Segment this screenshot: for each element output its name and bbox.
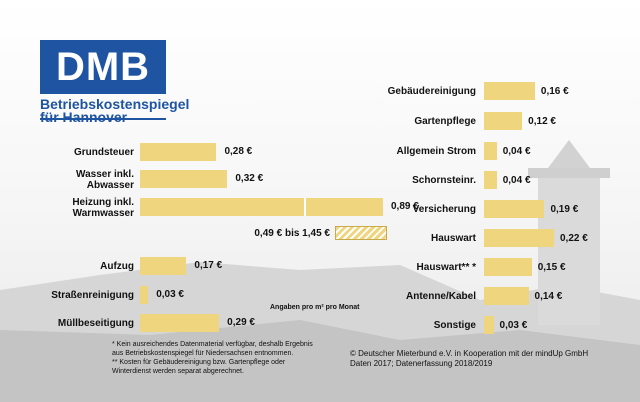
bar-stra-enreinigung [140,286,149,304]
category-label: Wasser inkl. Abwasser [76,169,134,191]
footnote-line: aus Betriebskostenspiegel für Niedersach… [112,350,294,357]
bar-geb-udereinigung [484,82,535,100]
value-label: 0,89 € [391,201,419,212]
category-label-line: Abwasser [86,180,134,191]
value-label: 0,14 € [534,291,563,302]
copyright-line: © Deutscher Mieterbund e.V. in Kooperati… [350,349,589,358]
logo-abbreviation: DMB [55,45,151,89]
bar-schornsteinr- [484,171,497,189]
category-label: Aufzug [100,261,134,272]
value-label: 0,03 € [156,289,184,300]
bar-allgemein-strom [484,142,497,160]
logo-subtitle: für Hannover [40,109,128,125]
category-label-line: Müllbeseitigung [57,318,134,329]
bar-m-llbeseitigung [140,314,220,332]
value-label: 0,03 € [499,320,528,331]
footnote-line: ** Kosten für Gebäudereinigung bzw. Gart… [112,359,286,366]
bar-wasser-inkl-abwasser [140,170,228,188]
category-label: Sonstige [433,320,476,331]
footnote-line: * Kein ausreichendes Datenmaterial verfü… [112,341,313,348]
range-label: 0,49 € bis 1,45 € [254,228,330,239]
unit-note: Angaben pro m² pro Monat [270,304,360,311]
category-label: Grundsteuer [74,147,134,158]
bar-heizung-inkl-warmwasser [140,198,383,216]
data-source-line: Daten 2017; Datenerfassung 2018/2019 [350,359,493,368]
value-label: 0,32 € [235,173,264,184]
category-label-line: Heizung inkl. [72,197,134,208]
bar-hauswart- [484,258,532,276]
category-label-line: Grundsteuer [73,147,134,158]
logo-title: Betriebskostenspiegel [40,96,190,112]
value-label: 0,28 € [224,146,253,157]
bar-antenne-kabel [484,287,529,305]
category-label-line: Wasser inkl. [76,169,134,180]
value-label: 0,04 € [502,175,531,186]
value-label: 0,17 € [194,260,223,271]
value-label: 0,29 € [227,317,255,328]
category-label: Müllbeseitigung [58,318,134,329]
category-label: Allgemein Strom [396,146,476,157]
bar-versicherung [484,200,545,218]
bar-hauswart [484,229,554,247]
value-label: 0,15 € [537,262,566,273]
value-label: 0,12 € [528,116,556,127]
bar-gartenpflege [484,112,523,130]
category-label: Straßenreinigung [51,290,134,301]
category-label-line: Warmwasser [72,208,134,219]
bar-sonstige [484,316,494,334]
category-label: Gartenpflege [414,116,476,127]
range-hatched-bar [335,226,387,240]
category-label: Versicherung [412,204,476,215]
logo-box [40,40,166,94]
value-label: 0,19 € [550,204,579,215]
value-label: 0,22 € [560,233,588,244]
category-label: Gebäudereinigung [387,86,476,97]
value-label: 0,04 € [502,146,531,157]
bar-grundsteuer [140,143,217,161]
category-label: Heizung inkl. Warmwasser [72,197,134,219]
footnote-line: Winterdienst werden separat abgerechnet. [112,368,244,375]
value-label: 0,16 € [540,86,569,97]
category-label: Antenne/Kabel [405,291,476,302]
category-label: Hauswart [430,233,476,244]
bar-divider [304,198,306,216]
category-label-line: Aufzug [100,261,134,272]
category-label-line: Straßenreinigung [51,290,134,301]
category-label: Schornsteinr. [412,175,476,186]
logo-underline [40,118,166,120]
bar-aufzug [140,257,187,275]
category-label: Hauswart** * [416,262,476,273]
